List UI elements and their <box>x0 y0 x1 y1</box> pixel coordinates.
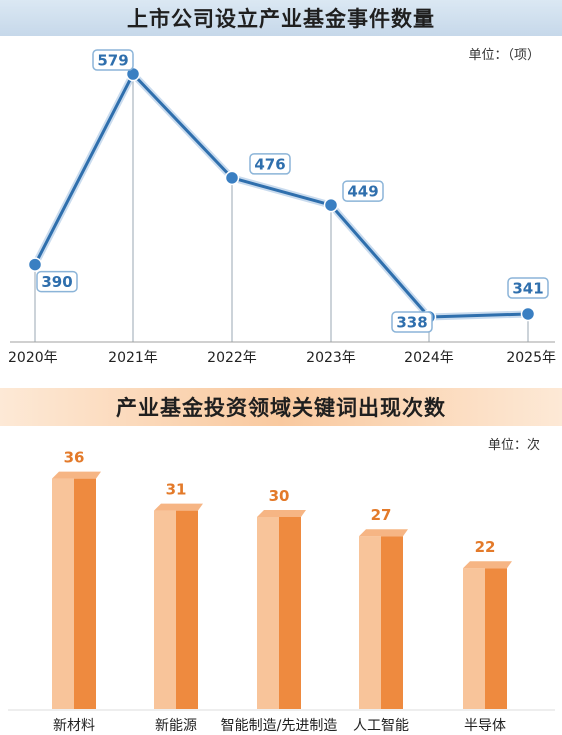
data-label: 27 <box>371 506 392 524</box>
bar-face-light <box>463 568 485 709</box>
line-chart-unit: 单位：（项） <box>468 48 540 63</box>
bar-face-dark <box>485 568 507 709</box>
data-label: 22 <box>475 538 496 556</box>
x-tick-label: 2022年 <box>207 350 257 366</box>
series-line-shadow <box>31 70 529 321</box>
data-label-box <box>249 153 291 175</box>
data-label: 338 <box>396 314 427 332</box>
data-point <box>323 197 339 213</box>
bar-face-dark <box>279 517 301 709</box>
data-label: 31 <box>166 481 187 499</box>
data-point <box>224 170 240 186</box>
bar-chart: 36 新材料 31 新能源 30 智能制造/先进制造 27 人工智能 22 半导体 <box>8 449 555 734</box>
data-label: 36 <box>64 449 85 467</box>
x-tick-label: 2020年 <box>8 350 58 366</box>
bar-top <box>257 510 306 517</box>
bar-chart-unit: 单位：次 <box>487 438 540 453</box>
data-label: 341 <box>512 279 543 297</box>
x-tick-label: 2021年 <box>108 350 158 366</box>
line-chart: 390 579 476 449 338 341 2020年 2021年 2022年 2023年 20… <box>8 49 556 366</box>
data-label-box <box>342 180 384 202</box>
bar-face-light <box>52 478 74 709</box>
bar-face-light <box>359 536 381 709</box>
bar-face-dark <box>381 536 403 709</box>
series-line <box>33 72 529 319</box>
x-tick-label: 新材料 <box>53 718 95 734</box>
data-label-box <box>36 270 78 293</box>
x-tick-label: 智能制造/先进制造 <box>221 718 338 734</box>
data-label: 449 <box>347 183 378 201</box>
data-label: 30 <box>269 487 290 505</box>
line-chart-title: 上市公司设立产业基金事件数量 <box>0 0 562 36</box>
bar-top <box>359 529 408 537</box>
bar-face-dark <box>176 510 198 709</box>
bar-top <box>463 561 512 569</box>
data-label: 579 <box>97 52 128 70</box>
data-label-box <box>507 277 549 299</box>
bar-top <box>154 503 203 511</box>
bar-top <box>52 471 101 479</box>
data-label: 476 <box>254 155 285 173</box>
x-tick-label: 人工智能 <box>353 718 409 734</box>
bar-face-light <box>154 510 176 709</box>
data-point <box>27 257 43 272</box>
x-tick-label: 2023年 <box>306 350 356 366</box>
data-label-box <box>391 311 433 333</box>
x-tick-label: 新能源 <box>155 718 197 734</box>
bar-face-light <box>257 517 279 709</box>
x-tick-label: 半导体 <box>464 718 506 734</box>
x-tick-label: 2024年 <box>404 350 454 366</box>
data-label-box <box>92 49 134 71</box>
bar-chart-title: 产业基金投资领域关键词出现次数 <box>0 388 562 426</box>
x-tick-label: 2025年 <box>506 350 556 366</box>
data-label: 390 <box>41 273 72 291</box>
bar-face-dark <box>74 478 96 709</box>
data-point <box>520 306 536 322</box>
